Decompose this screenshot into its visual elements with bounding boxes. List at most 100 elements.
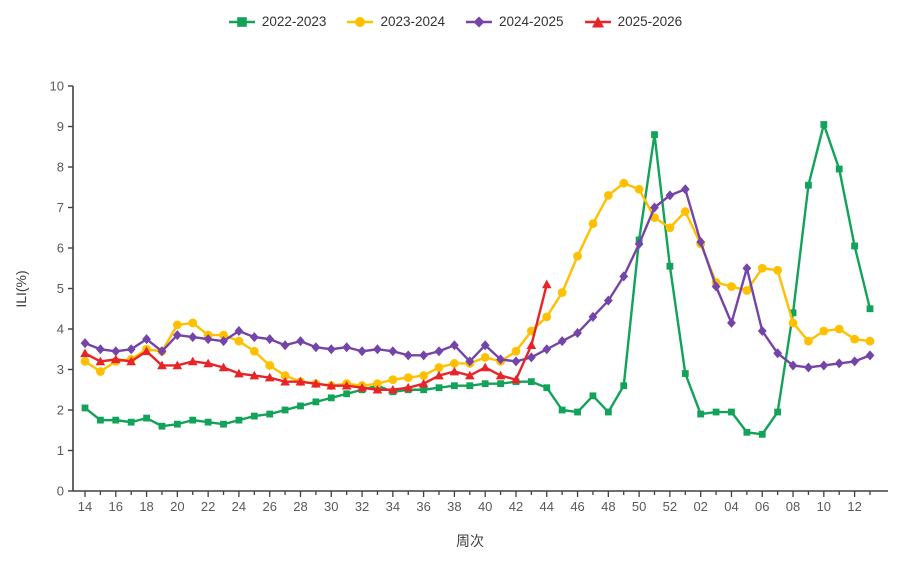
series-marker-2022-2023 [189, 416, 197, 424]
series-marker-2023-2024 [588, 219, 598, 229]
series-marker-2024-2025 [142, 334, 151, 345]
series-marker-2023-2024 [819, 326, 829, 336]
series-marker-2023-2024 [403, 373, 413, 382]
x-tick-label: 02 [693, 499, 707, 514]
series-marker-2022-2023 [297, 402, 304, 410]
series-marker-2022-2023 [589, 392, 597, 400]
y-tick-label: 4 [57, 322, 64, 337]
x-tick-label: 52 [663, 499, 677, 514]
series-marker-2022-2023 [620, 382, 628, 390]
series-marker-2024-2025 [665, 190, 675, 201]
series-marker-2024-2025 [450, 340, 459, 351]
series-marker-2024-2025 [526, 352, 536, 363]
series-marker-2024-2025 [419, 350, 429, 361]
series-marker-2024-2025 [650, 202, 659, 213]
series-marker-2023-2024 [450, 359, 459, 368]
series-marker-2023-2024 [850, 334, 860, 344]
series-marker-2025-2026 [480, 362, 490, 372]
legend-label: 2025-2026 [617, 14, 683, 29]
series-marker-2024-2025 [126, 344, 136, 355]
series-marker-2023-2024 [434, 363, 444, 372]
series-marker-2022-2023 [451, 382, 458, 390]
series-marker-2024-2025 [711, 281, 721, 292]
series-marker-2022-2023 [604, 408, 612, 416]
series-marker-2022-2023 [666, 262, 674, 270]
series-marker-2023-2024 [665, 223, 675, 233]
series-marker-2022-2023 [266, 410, 274, 418]
series-marker-2023-2024 [757, 263, 767, 273]
series-line-2025-2026 [83, 283, 548, 391]
series-marker-2022-2023 [435, 384, 443, 392]
series-marker-2023-2024 [742, 286, 752, 295]
y-tick-label: 10 [50, 79, 64, 94]
series-marker-2025-2026 [357, 382, 367, 392]
series-marker-2023-2024 [80, 357, 90, 366]
series-marker-2022-2023 [343, 390, 351, 398]
x-tick-label: 42 [509, 499, 523, 514]
legend-item-2024-2025[interactable]: 2024-2025 [465, 14, 564, 29]
series-marker-2022-2023 [312, 398, 320, 406]
series-marker-2024-2025 [188, 332, 198, 343]
series-marker-2022-2023 [712, 408, 720, 416]
series-marker-2024-2025 [311, 342, 321, 353]
series-marker-2023-2024 [373, 379, 382, 389]
series-marker-2022-2023 [112, 416, 120, 424]
series-marker-2024-2025 [573, 328, 582, 339]
series-marker-2025-2026 [187, 356, 198, 366]
x-tick-label: 18 [139, 499, 153, 514]
series-marker-2022-2023 [697, 410, 705, 418]
y-tick-label: 0 [57, 484, 64, 499]
series-marker-2024-2025 [834, 358, 844, 369]
series-marker-2024-2025 [727, 317, 736, 328]
legend-label: 2022-2023 [261, 14, 327, 29]
series-marker-2025-2026 [110, 354, 121, 364]
x-tick-label: 50 [632, 499, 646, 514]
series-marker-2024-2025 [804, 362, 813, 373]
series-marker-2025-2026 [141, 346, 152, 356]
series-marker-2025-2026 [511, 374, 521, 384]
series-marker-2024-2025 [773, 348, 783, 359]
series-marker-2022-2023 [281, 406, 289, 414]
series-marker-2022-2023 [466, 382, 474, 390]
series-marker-2025-2026 [434, 370, 444, 380]
series-line-2024-2025 [83, 188, 872, 369]
series-marker-2024-2025 [819, 360, 829, 371]
series-marker-2025-2026 [295, 376, 306, 386]
series-marker-2023-2024 [542, 312, 552, 322]
series-marker-2024-2025 [172, 330, 182, 341]
series-marker-2025-2026 [249, 370, 260, 380]
chart-legend: 2022-2023 2023-2024 2024-2025 2025-2026 [0, 14, 910, 29]
series-marker-2025-2026 [341, 380, 352, 390]
legend-item-2023-2024[interactable]: 2023-2024 [346, 14, 445, 29]
series-marker-2022-2023 [143, 414, 150, 422]
series-marker-2022-2023 [173, 420, 181, 428]
x-tick-label: 30 [324, 499, 338, 514]
series-marker-2023-2024 [265, 361, 275, 370]
series-marker-2023-2024 [865, 336, 875, 346]
series-marker-2025-2026 [95, 356, 106, 366]
series-marker-2022-2023 [497, 380, 504, 388]
series-marker-2024-2025 [219, 336, 228, 347]
series-marker-2025-2026 [203, 358, 213, 368]
series-marker-2023-2024 [280, 371, 290, 380]
series-marker-2023-2024 [172, 320, 182, 330]
series-marker-2024-2025 [249, 332, 259, 343]
series-marker-2024-2025 [557, 336, 567, 347]
series-marker-2022-2023 [96, 416, 104, 424]
series-marker-2025-2026 [172, 360, 183, 370]
x-tick-label: 38 [447, 499, 461, 514]
series-marker-2024-2025 [296, 336, 305, 347]
series-marker-2023-2024 [557, 288, 567, 297]
legend-item-2022-2023[interactable]: 2022-2023 [228, 14, 327, 29]
y-tick-label: 1 [57, 443, 64, 458]
series-marker-2022-2023 [558, 406, 566, 414]
legend-item-2025-2026[interactable]: 2025-2026 [584, 14, 683, 29]
x-tick-label: 08 [786, 499, 800, 514]
x-tick-label: 32 [355, 499, 369, 514]
series-marker-2022-2023 [728, 408, 735, 416]
series-marker-2023-2024 [95, 367, 105, 376]
series-marker-2025-2026 [264, 372, 275, 382]
series-marker-2023-2024 [804, 336, 813, 346]
x-tick-label: 04 [724, 499, 738, 514]
series-marker-2024-2025 [680, 184, 690, 195]
